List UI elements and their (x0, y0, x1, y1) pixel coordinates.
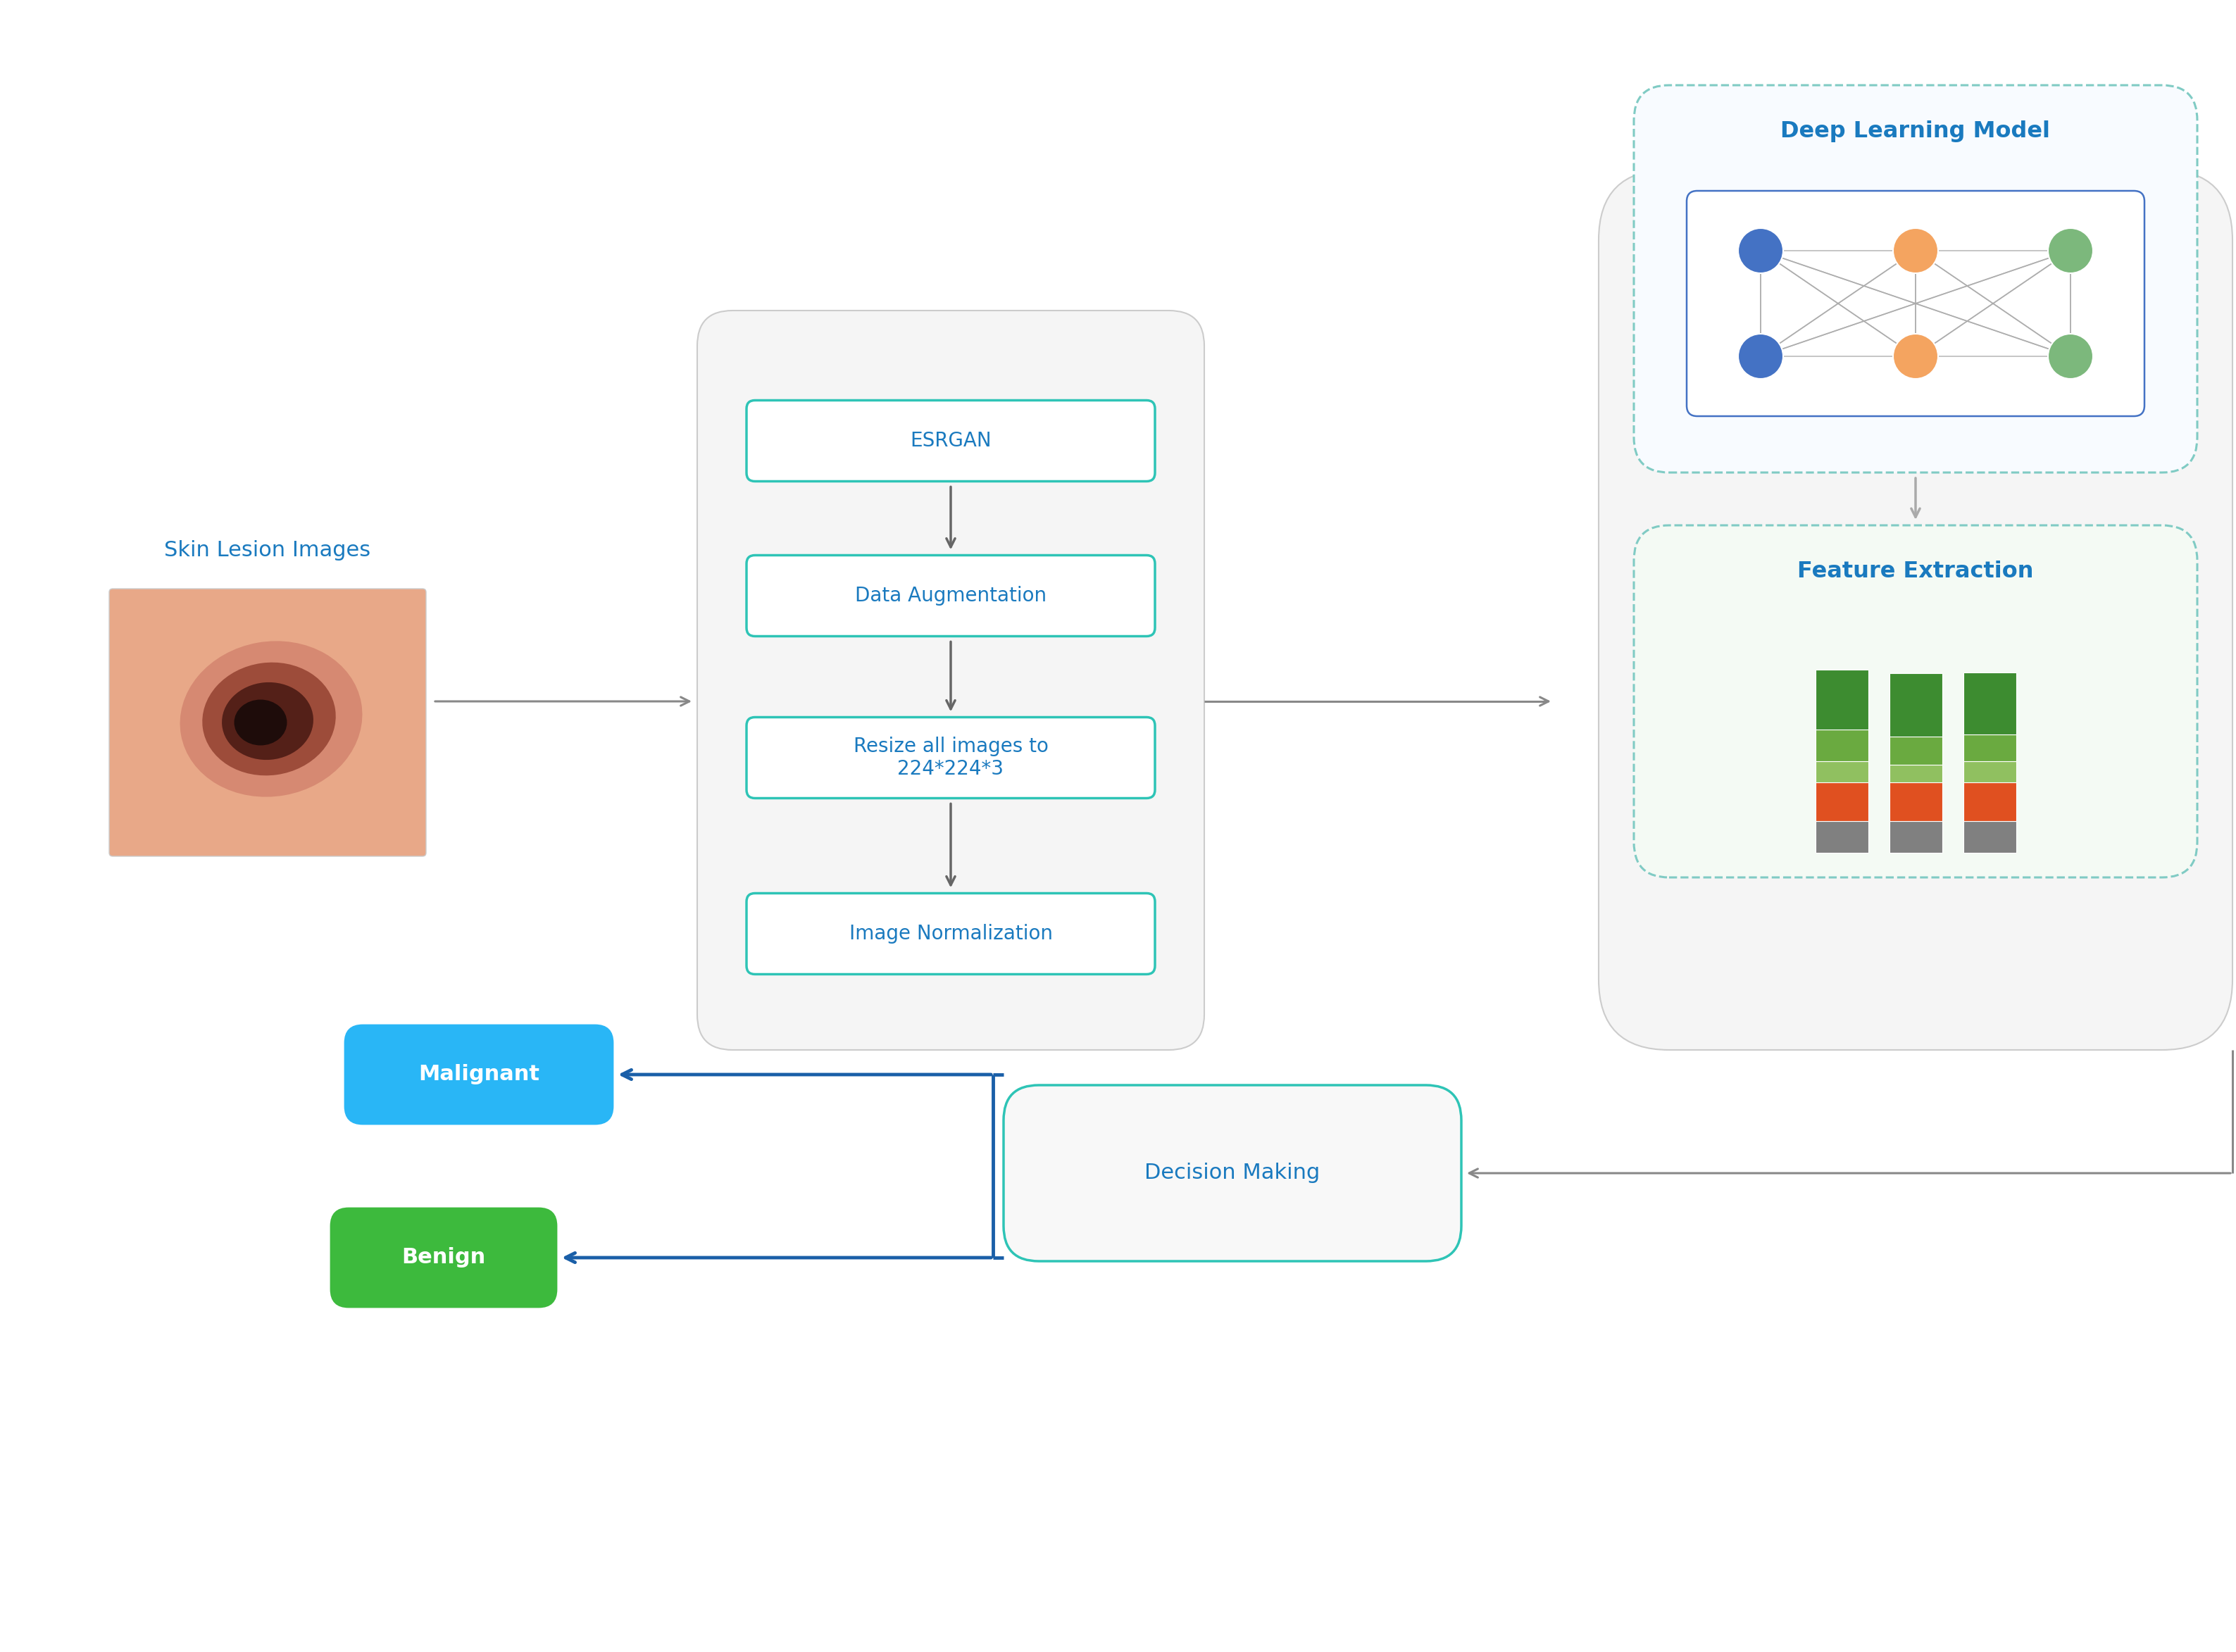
FancyBboxPatch shape (1599, 170, 2232, 1051)
Text: Malignant: Malignant (418, 1064, 539, 1085)
Bar (1816, 821, 1867, 852)
Bar (1963, 735, 2017, 762)
Bar (1889, 765, 1943, 783)
Bar (1816, 669, 1867, 730)
Text: Benign: Benign (402, 1247, 485, 1267)
FancyBboxPatch shape (1635, 525, 2198, 877)
Bar (1963, 672, 2017, 735)
FancyBboxPatch shape (1635, 86, 2198, 472)
FancyBboxPatch shape (698, 311, 1205, 1051)
Bar (1816, 730, 1867, 762)
FancyBboxPatch shape (1004, 1085, 1462, 1260)
Bar (1963, 762, 2017, 783)
Text: Feature Extraction: Feature Extraction (1798, 560, 2035, 583)
FancyBboxPatch shape (1686, 192, 2144, 416)
Ellipse shape (235, 699, 286, 745)
Text: Resize all images to
224*224*3: Resize all images to 224*224*3 (854, 737, 1049, 780)
Circle shape (1894, 228, 1939, 273)
FancyBboxPatch shape (747, 894, 1156, 975)
Text: Data Augmentation: Data Augmentation (854, 586, 1046, 606)
Ellipse shape (201, 662, 335, 775)
Ellipse shape (179, 641, 362, 796)
Bar (1963, 783, 2017, 821)
FancyBboxPatch shape (110, 588, 427, 856)
Ellipse shape (221, 682, 313, 760)
Text: Deep Learning Model: Deep Learning Model (1780, 121, 2050, 142)
Text: Image Normalization: Image Normalization (850, 923, 1053, 943)
Bar (1816, 762, 1867, 783)
Circle shape (1737, 334, 1782, 378)
FancyBboxPatch shape (331, 1208, 557, 1307)
Bar (1889, 783, 1943, 821)
Circle shape (1737, 228, 1782, 273)
FancyBboxPatch shape (344, 1026, 613, 1123)
FancyBboxPatch shape (747, 555, 1156, 636)
Bar (1889, 674, 1943, 737)
Text: Skin Lesion Images: Skin Lesion Images (165, 540, 371, 560)
Bar (1889, 737, 1943, 765)
Circle shape (2048, 334, 2093, 378)
Bar (1889, 821, 1943, 852)
Text: ESRGAN: ESRGAN (910, 431, 991, 451)
Text: Decision Making: Decision Making (1145, 1163, 1319, 1183)
Bar (1816, 783, 1867, 821)
Circle shape (2048, 228, 2093, 273)
FancyBboxPatch shape (747, 400, 1156, 481)
FancyBboxPatch shape (747, 717, 1156, 798)
Circle shape (1894, 334, 1939, 378)
Bar (1963, 821, 2017, 852)
